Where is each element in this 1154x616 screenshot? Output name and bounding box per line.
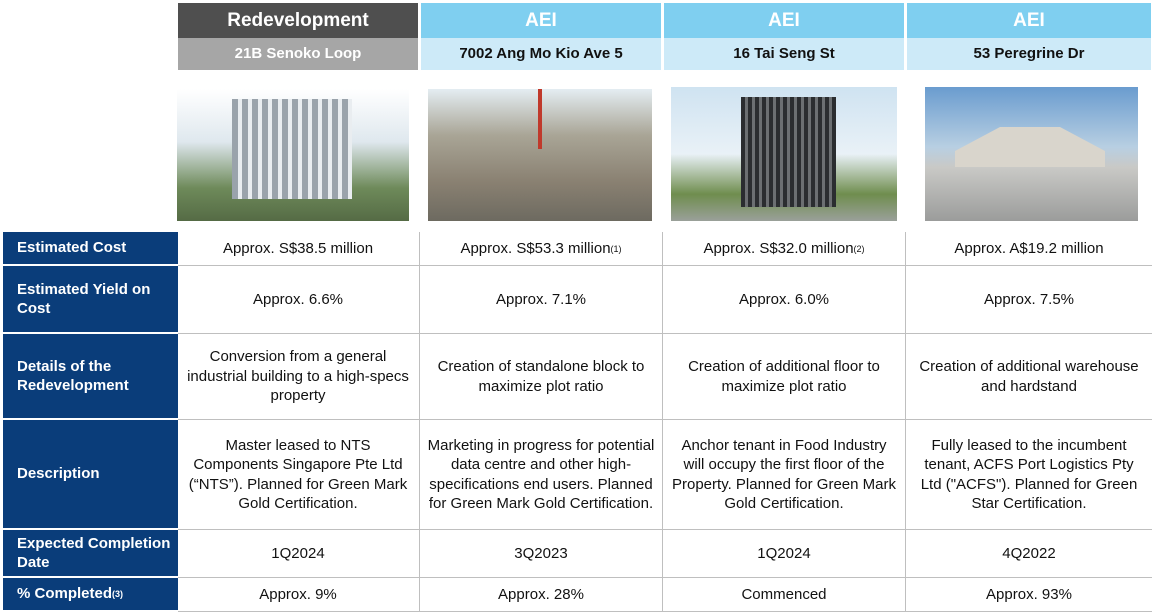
column-divider: [419, 232, 420, 612]
cell-text: Approx. 7.1%: [495, 290, 587, 308]
row-label: Expected Completion Date: [3, 530, 178, 576]
cell-text: Anchor tenant in Food Industry will occu…: [672, 436, 896, 513]
cell-text: Description: [17, 465, 100, 483]
row-divider: [178, 333, 1152, 334]
cell: Anchor tenant in Food Industry will occu…: [664, 420, 904, 529]
cell-text: Approx. 6.0%: [738, 290, 830, 308]
cell-text: Approx. 6.6%: [252, 290, 344, 308]
cell: Approx. 28%: [421, 578, 661, 611]
cell-text: Creation of standalone block to maximize…: [437, 358, 645, 395]
row-divider: [178, 265, 1152, 266]
column-divider: [905, 232, 906, 612]
cell: Approx. 93%: [907, 578, 1151, 611]
cell-text: 1Q2024: [757, 544, 811, 562]
cell-text: Approx. S$53.3 million: [460, 239, 611, 257]
cell-text: Marketing in progress for potential data…: [427, 436, 655, 513]
row-divider: [178, 577, 1152, 578]
row-divider: [178, 529, 1152, 530]
cell-text: Approx. 9%: [259, 585, 337, 603]
row-divider: [178, 419, 1152, 420]
cell-text: Creation of additional warehouse and har…: [919, 358, 1139, 395]
cell: 1Q2024: [664, 530, 904, 577]
cell: 1Q2024: [178, 530, 418, 577]
column-category: AEI: [907, 3, 1151, 38]
cell-text: Fully leased to the incumbent tenant, AC…: [920, 436, 1138, 513]
cell-text: Approx. 7.5%: [983, 290, 1075, 308]
column-address: 16 Tai Seng St: [664, 38, 904, 70]
column-address: 21B Senoko Loop: [178, 38, 418, 70]
cell-text: Master leased to NTS Components Singapor…: [188, 436, 408, 513]
photo-peregrine: [925, 87, 1138, 221]
cell-text: Approx. S$38.5 million: [222, 239, 374, 257]
cell: Creation of additional floor to maximize…: [664, 334, 904, 419]
cell: Master leased to NTS Components Singapor…: [178, 420, 418, 529]
column-category: AEI: [421, 3, 661, 38]
column-category: Redevelopment: [178, 3, 418, 38]
cell-text: Estimated Cost: [17, 239, 127, 257]
cell: Fully leased to the incumbent tenant, AC…: [907, 420, 1151, 529]
column-address: 7002 Ang Mo Kio Ave 5: [421, 38, 661, 70]
row-divider: [178, 611, 1152, 612]
cell-text: Approx. 28%: [498, 585, 584, 603]
row-label: Estimated Cost: [3, 232, 178, 264]
cell-text: Estimated Yield on Cost: [17, 280, 151, 318]
row-label: Estimated Yield on Cost: [3, 266, 178, 332]
cell-text: Commenced: [741, 585, 827, 603]
row-label: % Completed (3): [3, 578, 178, 610]
cell-text: 4Q2022: [1002, 544, 1056, 562]
column-address: 53 Peregrine Dr: [907, 38, 1151, 70]
cell-text: 3Q2023: [514, 544, 568, 562]
cell-text: Conversion from a general industrial bui…: [187, 348, 409, 405]
photo-taiseng: [671, 87, 897, 221]
cell-text: Approx. S$32.0 million: [703, 239, 854, 257]
cell-text: 1Q2024: [271, 544, 325, 562]
cell-text: % Completed: [17, 585, 113, 603]
cell: Approx. A$19.2 million: [907, 232, 1151, 265]
cell: Approx. 9%: [178, 578, 418, 611]
cell-text: Creation of additional floor to maximize…: [688, 358, 880, 395]
row-label: Details of the Redevelopment: [3, 334, 178, 418]
photo-senoko: [177, 89, 409, 221]
cell: Commenced: [664, 578, 904, 611]
cell: Approx. 6.6%: [178, 266, 418, 333]
cell: Creation of standalone block to maximize…: [421, 334, 661, 419]
cell: Creation of additional warehouse and har…: [907, 334, 1151, 419]
cell: Approx. S$32.0 million (2): [703, 239, 865, 257]
row-label: Description: [3, 420, 178, 528]
column-divider: [662, 232, 663, 612]
cell: Approx. 7.1%: [421, 266, 661, 333]
cell-text: Approx. A$19.2 million: [954, 239, 1104, 257]
photo-amk: [428, 89, 652, 221]
cell: 3Q2023: [421, 530, 661, 577]
cell: Marketing in progress for potential data…: [421, 420, 661, 529]
cell: Approx. 7.5%: [907, 266, 1151, 333]
cell: Conversion from a general industrial bui…: [178, 334, 418, 419]
cell-text: Approx. 93%: [986, 585, 1072, 603]
column-category: AEI: [664, 3, 904, 38]
cell: Approx. S$53.3 million (1): [460, 239, 622, 257]
cell: 4Q2022: [907, 530, 1151, 577]
cell: Approx. 6.0%: [664, 266, 904, 333]
cell-text: Details of the Redevelopment: [17, 357, 129, 395]
cell-text: Expected Completion Date: [17, 534, 171, 572]
cell: Approx. S$38.5 million: [178, 232, 418, 265]
